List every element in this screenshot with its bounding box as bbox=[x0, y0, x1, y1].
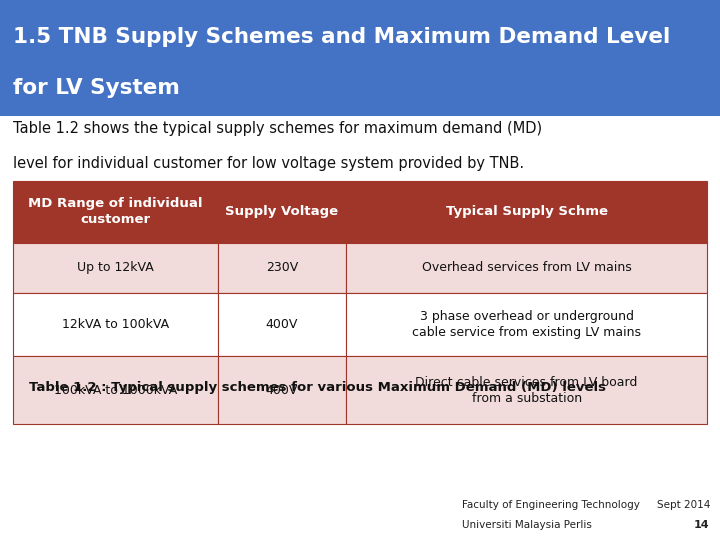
Text: Supply Voltage: Supply Voltage bbox=[225, 205, 338, 219]
FancyBboxPatch shape bbox=[346, 243, 707, 293]
Text: 14: 14 bbox=[693, 520, 709, 530]
FancyBboxPatch shape bbox=[13, 356, 217, 424]
FancyBboxPatch shape bbox=[346, 181, 707, 243]
Text: Faculty of Engineering Technology: Faculty of Engineering Technology bbox=[462, 500, 640, 510]
Text: Typical Supply Schme: Typical Supply Schme bbox=[446, 205, 608, 219]
FancyBboxPatch shape bbox=[13, 243, 217, 293]
FancyBboxPatch shape bbox=[346, 356, 707, 424]
FancyBboxPatch shape bbox=[217, 181, 346, 243]
Text: MD Range of individual
customer: MD Range of individual customer bbox=[28, 198, 202, 226]
Text: Table 1.2 : Typical supply schemes for various Maximum Demand (MD) levels: Table 1.2 : Typical supply schemes for v… bbox=[29, 381, 606, 394]
Text: Table 1.2 shows the typical supply schemes for maximum demand (MD): Table 1.2 shows the typical supply schem… bbox=[13, 122, 542, 137]
Text: Overhead services from LV mains: Overhead services from LV mains bbox=[422, 261, 631, 274]
Text: 3 phase overhead or underground
cable service from existing LV mains: 3 phase overhead or underground cable se… bbox=[412, 310, 641, 339]
FancyBboxPatch shape bbox=[217, 293, 346, 356]
Text: level for individual customer for low voltage system provided by TNB.: level for individual customer for low vo… bbox=[13, 156, 524, 171]
FancyBboxPatch shape bbox=[217, 356, 346, 424]
Text: Sept 2014: Sept 2014 bbox=[657, 500, 710, 510]
Text: for LV System: for LV System bbox=[13, 78, 180, 98]
Text: Universiti Malaysia Perlis: Universiti Malaysia Perlis bbox=[462, 520, 592, 530]
Text: Up to 12kVA: Up to 12kVA bbox=[77, 261, 153, 274]
Text: 400V: 400V bbox=[266, 383, 298, 397]
FancyBboxPatch shape bbox=[346, 293, 707, 356]
Text: 400V: 400V bbox=[266, 318, 298, 331]
Text: 12kVA to 100kVA: 12kVA to 100kVA bbox=[62, 318, 169, 331]
Text: 1.5 TNB Supply Schemes and Maximum Demand Level: 1.5 TNB Supply Schemes and Maximum Deman… bbox=[13, 27, 670, 47]
FancyBboxPatch shape bbox=[13, 293, 217, 356]
FancyBboxPatch shape bbox=[217, 243, 346, 293]
Text: 230V: 230V bbox=[266, 261, 298, 274]
FancyBboxPatch shape bbox=[0, 0, 720, 116]
Text: Direct cable services from LV board
from a substation: Direct cable services from LV board from… bbox=[415, 376, 638, 404]
Text: 100kVA to 1000kVA: 100kVA to 1000kVA bbox=[54, 383, 177, 397]
FancyBboxPatch shape bbox=[13, 181, 217, 243]
